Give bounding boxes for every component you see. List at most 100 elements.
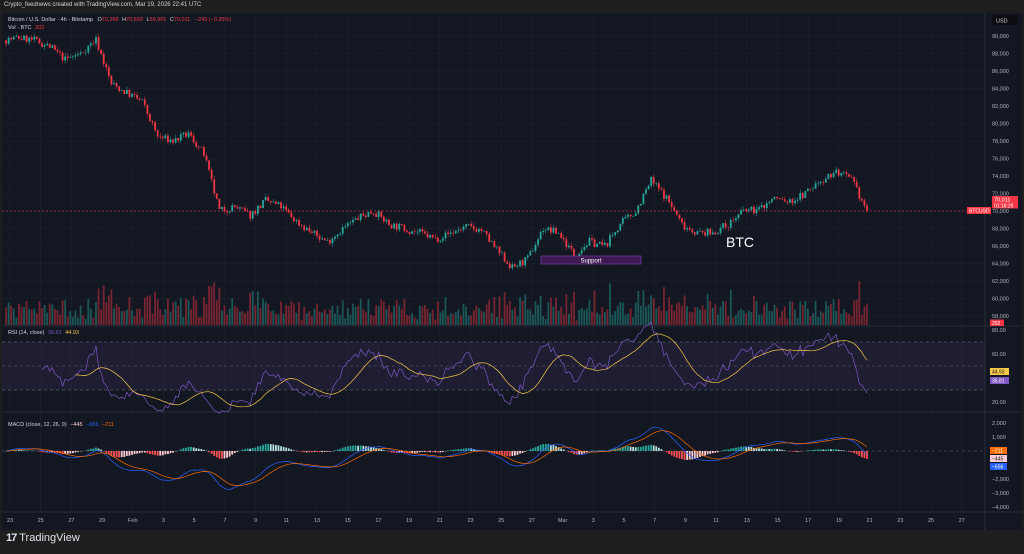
volume-bar: [837, 299, 840, 325]
macd-histogram-bar: [89, 448, 92, 451]
macd-histogram-bar: [370, 446, 372, 451]
candle: [79, 52, 82, 55]
volume-bar: [616, 306, 619, 325]
macd-histogram-bar: [303, 451, 306, 453]
candle: [853, 177, 856, 182]
volume-bar: [850, 316, 853, 325]
candle: [138, 98, 141, 100]
volume-bar: [485, 304, 488, 325]
time-tick: 29: [99, 518, 105, 524]
candle: [251, 211, 254, 219]
volume-bar: [295, 312, 298, 325]
close-label: C: [170, 17, 174, 23]
candle: [717, 233, 719, 235]
macd-histogram-bar: [262, 444, 264, 451]
candle: [557, 233, 560, 234]
macd-histogram-bar: [629, 446, 632, 451]
macd-histogram-bar: [77, 451, 79, 452]
candle: [760, 205, 763, 208]
volume-bar: [82, 315, 85, 325]
currency-button[interactable]: USD: [992, 15, 1018, 25]
candle: [190, 132, 192, 136]
candle: [269, 200, 272, 203]
macd-histogram-bar: [665, 451, 668, 453]
macd-histogram-bar: [136, 451, 139, 454]
macd-histogram-bar: [292, 450, 295, 451]
support-zone[interactable]: Support: [540, 255, 642, 265]
candle: [809, 188, 812, 190]
candle: [295, 220, 298, 222]
volume-bar: [177, 305, 180, 325]
volume-bar: [573, 291, 575, 325]
candle: [377, 211, 380, 218]
candle: [565, 239, 568, 248]
macd-histogram-bar: [740, 446, 742, 451]
candle: [657, 183, 660, 189]
candle: [470, 224, 473, 227]
candle: [832, 172, 835, 178]
macd-histogram-bar: [149, 451, 151, 455]
volume-bar: [359, 298, 362, 325]
volume-bar: [758, 314, 760, 325]
volume-bar: [84, 318, 87, 325]
tradingview-logo[interactable]: 17 TradingView: [6, 532, 80, 544]
time-tick: 3: [162, 518, 165, 524]
candle: [53, 45, 56, 50]
macd-histogram-bar: [557, 447, 560, 451]
volume-bar: [151, 313, 154, 325]
volume-bar: [696, 307, 699, 325]
macd-histogram-bar: [251, 447, 254, 451]
candle: [691, 229, 694, 233]
candle: [745, 209, 748, 211]
price-tick: 74,000: [992, 174, 1009, 180]
volume-bar: [806, 308, 809, 325]
macd-histogram-bar: [269, 444, 272, 451]
macd-histogram-bar: [514, 451, 516, 456]
macd-histogram-bar: [154, 451, 157, 456]
macd-histogram-bar: [159, 451, 162, 456]
macd-histogram-bar: [95, 447, 97, 451]
macd-histogram-bar: [645, 445, 647, 451]
candle: [796, 199, 799, 201]
macd-histogram-bar: [529, 449, 532, 451]
volume-bar: [254, 305, 257, 325]
macd-histogram-bar: [722, 449, 724, 451]
volume-bar: [192, 295, 195, 325]
macd-histogram-bar: [156, 451, 159, 456]
macd-histogram-bar: [97, 448, 100, 451]
volume-bar: [789, 301, 791, 325]
volume-bar: [164, 308, 167, 325]
macd-histogram-bar: [516, 451, 519, 455]
candle: [447, 232, 449, 234]
candle: [511, 264, 514, 269]
symbol-name: Bitcoin / U.S. Dollar · 4h · Bitstamp: [8, 17, 93, 23]
candle: [208, 160, 210, 170]
rsi-tick: 80.00: [992, 328, 1006, 334]
macd-histogram-bar: [305, 451, 308, 453]
volume-bar: [249, 292, 252, 325]
candle: [668, 195, 671, 203]
candle: [688, 228, 691, 230]
macd-histogram-bar: [382, 450, 385, 451]
volume-bar: [41, 308, 43, 325]
axes: 90,000 88,000 86,000 84,000 82,000 80,000 78,0…: [7, 34, 1009, 524]
macd-histogram-bar: [187, 447, 190, 451]
volume-bar: [524, 294, 527, 325]
macd-histogram-bar: [231, 451, 234, 455]
volume-bar: [699, 309, 701, 325]
candle: [501, 252, 503, 254]
macd-histogram-bar: [336, 449, 339, 451]
macd-tick: −4,000: [992, 505, 1009, 511]
macd-histogram-bar: [511, 451, 514, 456]
candle: [801, 193, 804, 199]
macd-histogram-bar: [467, 448, 470, 451]
macd-histogram-bar: [737, 447, 740, 451]
candle: [120, 90, 123, 92]
volume-bar: [814, 300, 817, 325]
volume-bar: [621, 302, 624, 325]
volume-bar: [131, 310, 133, 325]
volume-bar: [12, 308, 15, 325]
volume-bar: [92, 317, 95, 325]
macd-histogram-bar: [203, 449, 205, 451]
